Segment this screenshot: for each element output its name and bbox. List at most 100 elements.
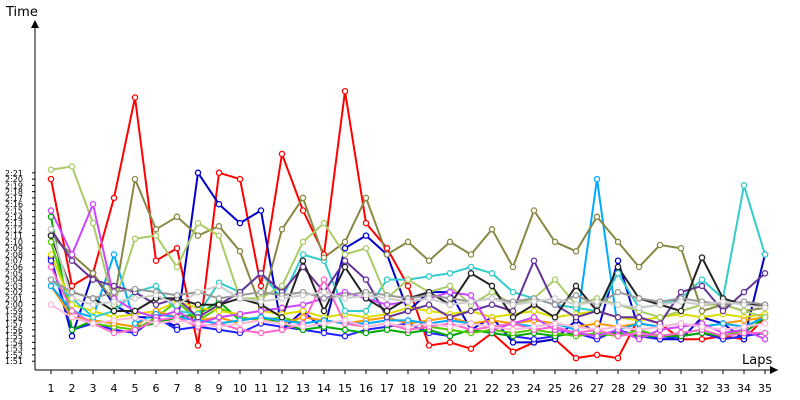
y-tick-label: 1:57 (5, 320, 23, 329)
series-18-point (656, 323, 664, 330)
series-17-point (131, 295, 139, 302)
series-17-point (320, 288, 328, 296)
series-15-point (47, 232, 55, 239)
series-15-point (194, 301, 202, 308)
series-17-point (425, 295, 433, 302)
series-7-point (740, 317, 748, 324)
series-17-point (761, 304, 769, 312)
x-tick-label: 32 (695, 382, 709, 395)
series-15-point (593, 307, 601, 315)
series-4-point (446, 332, 454, 340)
series-12-point (383, 314, 391, 321)
series-12-point (425, 301, 433, 308)
series-11-point (404, 276, 412, 283)
series-14-point (572, 329, 580, 337)
series-14-point (614, 332, 622, 340)
series-8-point (47, 282, 55, 290)
series-16-point (110, 288, 118, 296)
series-10-point (635, 263, 643, 271)
y-tick-label: 2:20 (5, 175, 23, 184)
plot-marks (47, 87, 769, 362)
series-17-point (68, 295, 76, 302)
y-tick-label: 2:01 (5, 294, 23, 303)
series-1-point (614, 354, 622, 362)
x-tick-label: 1 (48, 382, 55, 395)
x-tick-label: 7 (174, 382, 181, 395)
series-18-point (509, 326, 517, 334)
x-tick-label: 21 (464, 382, 478, 395)
series-18-point (47, 301, 55, 308)
series-18-point (740, 323, 748, 330)
series-3-point (47, 257, 55, 264)
y-tick-labels: 1:511:521:531:541:551:561:571:581:592:00… (5, 169, 35, 366)
x-tick-label: 2 (69, 382, 76, 395)
series-18-point (425, 320, 433, 327)
series-7-point (593, 320, 601, 327)
series-17-point (236, 295, 244, 302)
series-14-point (761, 329, 769, 337)
series-10-point (89, 270, 97, 277)
series-6-point (215, 307, 223, 315)
series-17-point (110, 298, 118, 305)
y-tick-label: 2:16 (5, 200, 23, 209)
y-tick-label: 2:14 (5, 213, 23, 222)
x-tick-label: 10 (233, 382, 247, 395)
series-14-point (677, 329, 685, 337)
x-axis-title: Laps (742, 353, 772, 368)
y-tick-label: 1:55 (5, 332, 23, 341)
series-10-point (404, 238, 412, 246)
series-13-point (173, 307, 181, 315)
series-11-point (68, 163, 76, 170)
series-11-point (446, 282, 454, 290)
series-13-point (257, 307, 265, 315)
series-1-point (278, 150, 286, 158)
series-3-point (530, 335, 538, 343)
series-17-point (47, 226, 55, 233)
series-17-point (194, 288, 202, 296)
series-12-point (614, 314, 622, 321)
series-15-point (278, 314, 286, 321)
series-17-point (614, 301, 622, 308)
series-18-point (110, 317, 118, 324)
series-1-point (131, 94, 139, 101)
series-17-point (635, 304, 643, 312)
series-11-point (215, 232, 223, 239)
y-tick-label: 2:17 (5, 194, 23, 203)
series-12-point (110, 282, 118, 290)
series-15-point (509, 314, 517, 321)
series-14-point (131, 326, 139, 334)
series-15-point (677, 307, 685, 315)
series-1-point (110, 194, 118, 202)
series-18-point (131, 314, 139, 321)
series-18-point (194, 320, 202, 327)
x-tick-label: 27 (590, 382, 604, 395)
series-18-point (719, 326, 727, 334)
series-13-point (299, 301, 307, 308)
series-18-point (173, 317, 181, 324)
x-tick-label: 24 (527, 382, 541, 395)
series-1-point (47, 175, 55, 183)
series-17-point (278, 295, 286, 302)
series-14-point (110, 329, 118, 337)
series-12-point (299, 263, 307, 271)
y-tick-label: 1:59 (5, 307, 23, 316)
series-2-point (236, 219, 244, 227)
x-tick-label: 16 (359, 382, 373, 395)
series-6-point (68, 301, 76, 308)
series-15-point (488, 282, 496, 290)
series-10-point (131, 175, 139, 183)
series-17-point (404, 298, 412, 305)
series-6-point (47, 251, 55, 258)
series-13-point (383, 301, 391, 308)
y-axis-arrow-icon (31, 20, 39, 28)
series-14-point (467, 326, 475, 334)
x-tick-label: 35 (758, 382, 772, 395)
series-13-point (467, 292, 475, 299)
x-tick-label: 13 (296, 382, 310, 395)
x-tick-label: 3 (90, 382, 97, 395)
axes (31, 20, 778, 374)
series-10-point (278, 226, 286, 233)
series-17-point (446, 301, 454, 308)
series-17-point (215, 282, 223, 290)
series-18-point (572, 323, 580, 330)
